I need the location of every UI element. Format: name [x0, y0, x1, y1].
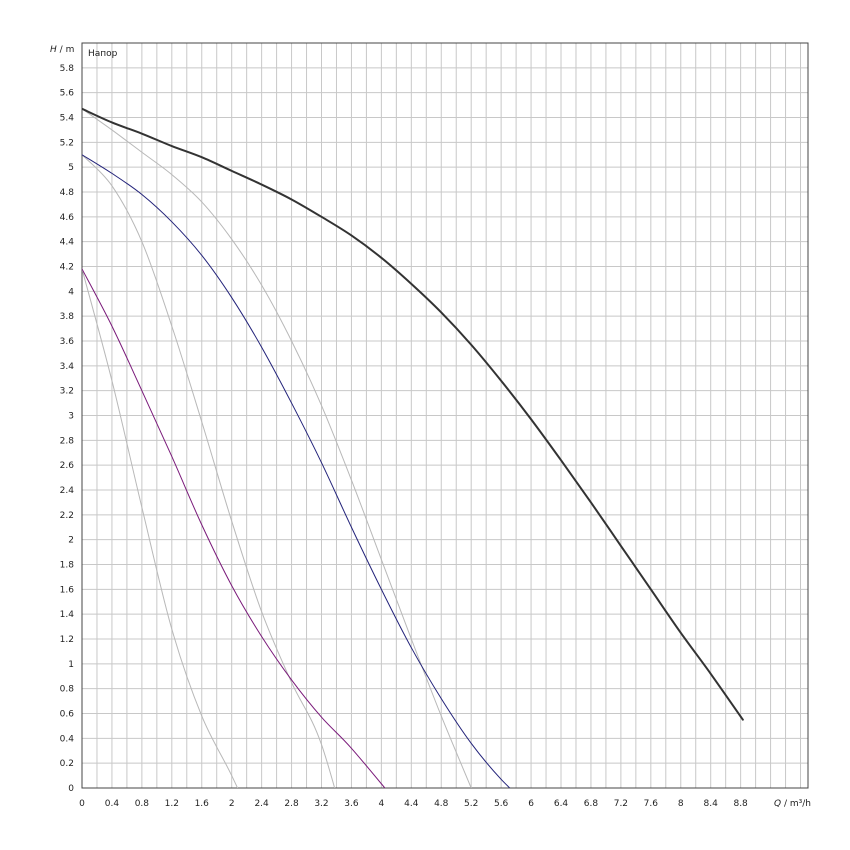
chart-title: Напор: [88, 49, 118, 59]
curve-layer: [82, 107, 744, 788]
x-tick-label: 0.8: [135, 799, 150, 809]
y-tick-label: 4.6: [60, 213, 75, 223]
y-tick-label: 3: [68, 412, 74, 422]
x-axis-separator: /: [784, 799, 790, 809]
x-tick-label: 8.4: [704, 799, 719, 809]
pump-curve-series-5: [82, 154, 336, 788]
tick-layer: 0 0.4 0.8 1.2 1.6 2 2.4 2.8 3.2 3.6 4 4.4 4.8 5.2 5.6 6…: [60, 64, 748, 809]
y-tick-label: 2.8: [60, 436, 75, 446]
y-tick-label: 2.4: [60, 486, 75, 496]
y-tick-label: 3.8: [60, 312, 75, 322]
x-tick-label: 8: [678, 799, 684, 809]
y-tick-label: 3.2: [60, 387, 74, 397]
y-tick-label: 2.2: [60, 511, 74, 521]
y-tick-label: 4: [68, 287, 74, 297]
x-axis-label: Q / m³/h: [774, 799, 811, 809]
x-tick-label: 0: [79, 799, 85, 809]
x-tick-label: 2: [229, 799, 235, 809]
x-tick-label: 2.4: [254, 799, 269, 809]
y-tick-label: 0.6: [60, 710, 75, 720]
y-tick-label: 5.4: [60, 114, 75, 124]
pump-curve-series-4: [82, 108, 472, 788]
x-axis-symbol: Q: [774, 799, 781, 809]
y-tick-label: 2.6: [60, 461, 75, 471]
y-axis-separator: /: [60, 45, 66, 55]
y-axis-symbol: H: [50, 45, 57, 55]
x-tick-label: 4: [379, 799, 385, 809]
y-tick-label: 5.6: [60, 89, 75, 99]
x-tick-label: 2.8: [284, 799, 299, 809]
pump-curve-series-6: [82, 268, 239, 788]
x-tick-label: 4.8: [434, 799, 449, 809]
x-axis-unit: m³/h: [790, 799, 811, 809]
y-tick-label: 1.8: [60, 561, 75, 571]
plot-border: [81, 42, 809, 789]
y-tick-label: 0.2: [60, 759, 74, 769]
y-tick-label: 4.4: [60, 238, 75, 248]
x-tick-label: 5.2: [464, 799, 478, 809]
x-tick-label: 0.4: [105, 799, 120, 809]
x-tick-label: 3.2: [314, 799, 328, 809]
y-tick-label: 3.6: [60, 337, 75, 347]
x-tick-label: 1.6: [195, 799, 210, 809]
y-tick-label: 5.8: [60, 64, 75, 74]
x-tick-label: 1.2: [165, 799, 179, 809]
x-tick-label: 4.4: [404, 799, 419, 809]
y-tick-label: 2: [68, 536, 74, 546]
y-axis-label: H / m: [50, 45, 74, 55]
y-tick-label: 1.6: [60, 585, 75, 595]
x-tick-label: 5.6: [494, 799, 509, 809]
x-tick-label: 6: [528, 799, 534, 809]
pump-curve-series-1: [82, 107, 744, 721]
x-tick-label: 7.2: [614, 799, 628, 809]
y-tick-label: 1.4: [60, 610, 75, 620]
y-tick-label: 0.8: [60, 685, 75, 695]
pump-curve-series-2: [82, 154, 511, 788]
pump-curve-series-3: [82, 268, 386, 788]
x-tick-label: 6.8: [584, 799, 599, 809]
y-tick-label: 5: [68, 163, 74, 173]
y-tick-label: 0: [68, 784, 74, 794]
x-tick-label: 7.6: [644, 799, 659, 809]
x-tick-label: 6.4: [554, 799, 569, 809]
y-tick-label: 5.2: [60, 138, 74, 148]
grid-layer: [82, 43, 808, 788]
x-tick-label: 8.8: [733, 799, 748, 809]
y-tick-label: 0.4: [60, 734, 75, 744]
x-tick-label: 3.6: [344, 799, 359, 809]
y-tick-label: 3.4: [60, 362, 75, 372]
y-tick-label: 1.2: [60, 635, 74, 645]
y-axis-unit: m: [66, 45, 75, 55]
y-tick-label: 1: [68, 660, 74, 670]
y-tick-label: 4.2: [60, 263, 74, 273]
y-tick-label: 4.8: [60, 188, 75, 198]
